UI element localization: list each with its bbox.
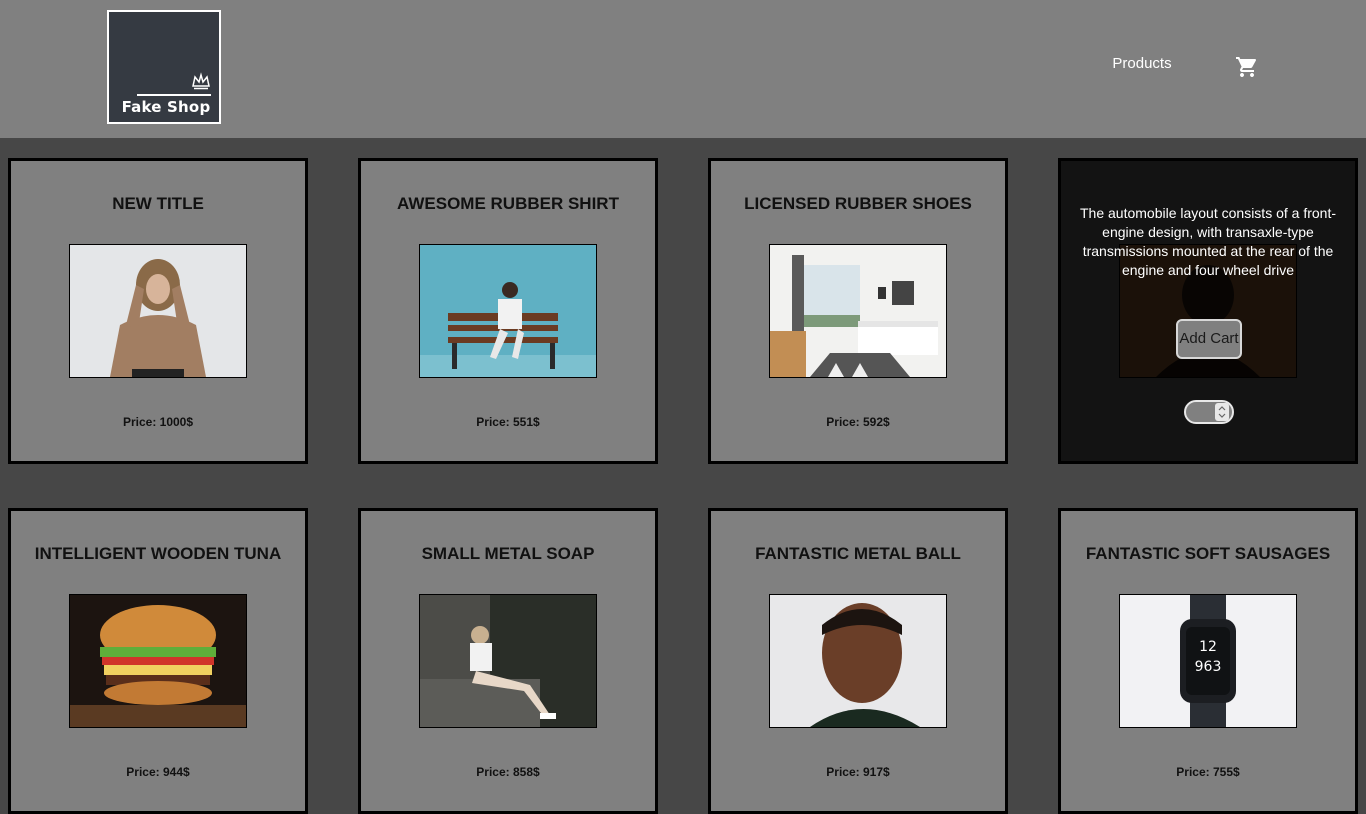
shopping-cart-icon[interactable] [1235, 55, 1259, 79]
product-card[interactable]: Intelligent Wooden Tuna Price: 944$ [8, 508, 308, 814]
product-card-hovered[interactable]: The automobile layout consists of a fron… [1058, 158, 1358, 464]
product-title: Fantastic Metal Ball [755, 544, 961, 563]
svg-text:963: 963 [1195, 659, 1222, 675]
product-title: Licensed Rubber Shoes [744, 194, 972, 213]
product-image[interactable] [769, 244, 947, 378]
nav-products[interactable]: Products [1112, 55, 1172, 72]
product-image[interactable] [769, 594, 947, 728]
product-title: Intelligent Wooden Tuna [34, 544, 282, 563]
product-card[interactable]: Fantastic Metal Ball Price: 917$ [708, 508, 1008, 814]
product-price: Price: 858$ [476, 765, 540, 779]
product-price: Price: 944$ [126, 765, 190, 779]
product-description: The automobile layout consists of a fron… [1079, 205, 1337, 278]
product-image[interactable] [419, 594, 597, 728]
product-price: Price: 592$ [826, 415, 890, 429]
header: Fake Shop Products [0, 0, 1366, 138]
crown-icon [192, 72, 210, 90]
woman-sweater-photo [70, 245, 246, 377]
stepper-arrows-icon[interactable] [1215, 403, 1229, 421]
product-title: Small Metal Soap [421, 544, 595, 563]
bedroom-photo [770, 245, 946, 377]
product-image[interactable] [69, 244, 247, 378]
product-title: Fantastic Soft Sausages [1085, 544, 1331, 563]
man-portrait-photo [770, 595, 946, 727]
product-card[interactable]: Small Metal Soap Price: 858$ [358, 508, 658, 814]
product-price: Price: 1000$ [122, 415, 194, 429]
product-card[interactable]: New Title Price: 1000$ [8, 158, 308, 464]
product-hover-overlay: The automobile layout consists of a fron… [1061, 161, 1355, 461]
product-title: Awesome Rubber Shirt [397, 194, 619, 213]
product-price: Price: 755$ [1176, 765, 1240, 779]
logo-text: Fake Shop [121, 98, 211, 116]
product-image[interactable]: 12 963 [1119, 594, 1297, 728]
product-title: New Title [112, 194, 204, 213]
product-card[interactable]: Fantastic Soft Sausages 12 963 Price: 75… [1058, 508, 1358, 814]
svg-text:12: 12 [1199, 639, 1217, 655]
add-cart-button[interactable]: Add Cart [1176, 319, 1242, 359]
logo[interactable]: Fake Shop [107, 10, 221, 124]
product-image[interactable] [69, 594, 247, 728]
product-card[interactable]: Awesome Rubber Shirt Price: 551$ [358, 158, 658, 464]
product-image[interactable] [419, 244, 597, 378]
logo-underline [137, 94, 211, 96]
person-bench-photo [420, 245, 596, 377]
product-card[interactable]: Licensed Rubber Shoes Price: 592$ [708, 158, 1008, 464]
product-price: Price: 551$ [476, 415, 540, 429]
burger-photo [70, 595, 246, 727]
woman-sitting-photo [420, 595, 596, 727]
product-price: Price: 917$ [826, 765, 890, 779]
smartwatch-photo: 12 963 [1120, 595, 1296, 727]
quantity-stepper[interactable] [1184, 400, 1234, 424]
